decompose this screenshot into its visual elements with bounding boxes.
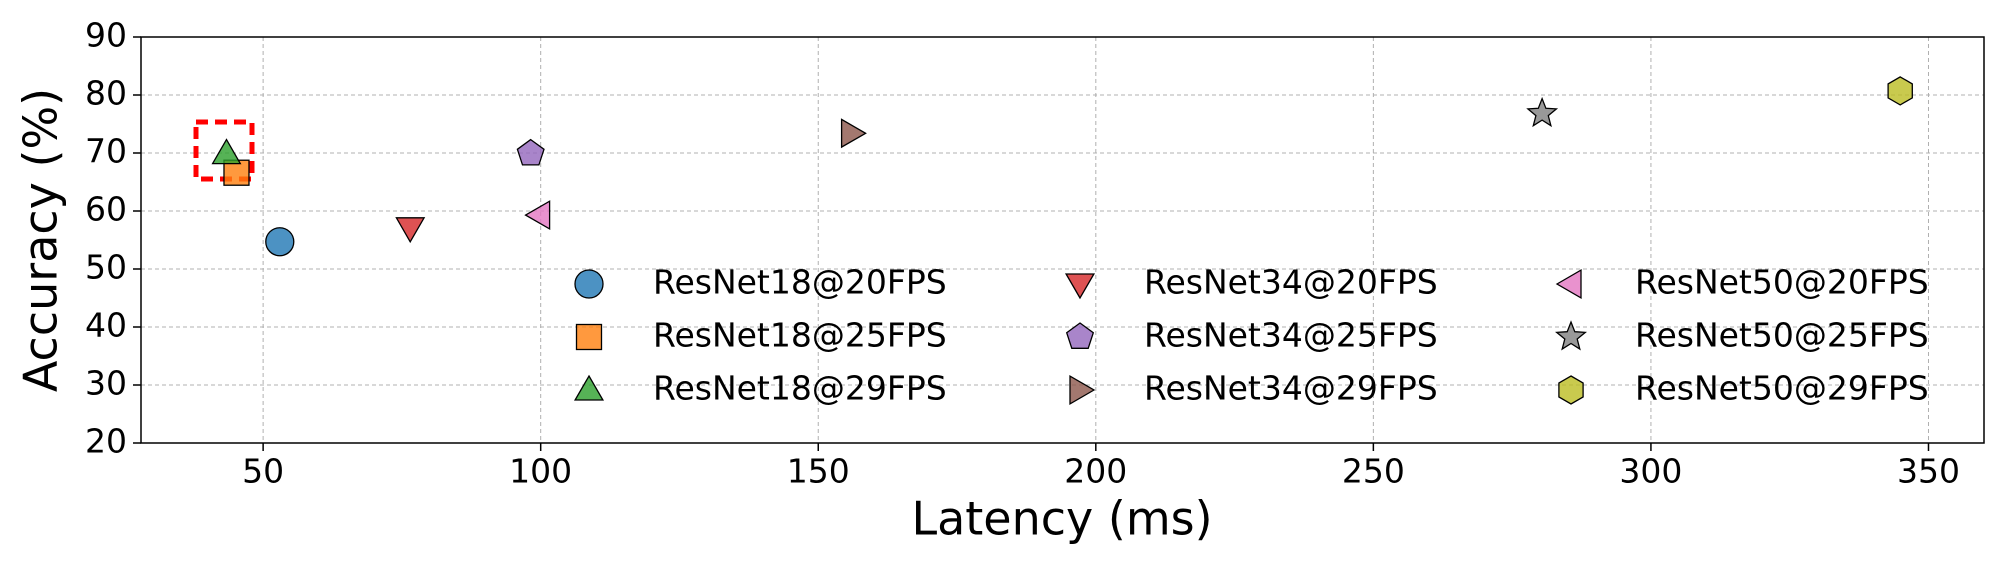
scatter-point	[395, 217, 426, 244]
x-tick-label: 350	[1897, 452, 1960, 491]
y-tick-label: 30	[85, 364, 127, 403]
scatter-point	[1526, 96, 1559, 128]
legend-marker	[1065, 322, 1095, 349]
legend-marker	[573, 374, 605, 401]
legend-marker	[1555, 320, 1587, 351]
legend-marker	[574, 269, 604, 299]
x-tick-label: 200	[1064, 452, 1127, 491]
legend-label: ResNet34@25FPS	[1144, 316, 1438, 355]
legend-label: ResNet50@25FPS	[1635, 316, 1929, 355]
x-tick-label: 300	[1619, 452, 1682, 491]
x-axis-label: Latency (ms)	[911, 492, 1212, 546]
scatter-point	[516, 138, 545, 166]
y-tick-label: 90	[85, 16, 127, 55]
y-tick-label: 20	[85, 422, 127, 461]
legend-marker	[575, 323, 603, 351]
y-tick-label: 40	[85, 306, 127, 345]
legend-label: ResNet34@29FPS	[1144, 369, 1438, 408]
scatter-point	[840, 118, 867, 149]
legend-label: ResNet18@25FPS	[653, 316, 947, 355]
x-tick-label: 250	[1342, 452, 1405, 491]
x-tick-label: 50	[242, 452, 284, 491]
scatter-point	[211, 138, 242, 165]
legend-label: ResNet18@29FPS	[653, 369, 947, 408]
legend-marker	[1558, 375, 1584, 405]
x-tick-label: 150	[787, 452, 850, 491]
legend-label: ResNet50@20FPS	[1635, 263, 1929, 302]
legend-label: ResNet50@29FPS	[1635, 369, 1929, 408]
y-tick-label: 80	[85, 74, 127, 113]
y-tick-label: 70	[85, 132, 127, 171]
y-tick-label: 60	[85, 190, 127, 229]
legend-label: ResNet34@20FPS	[1144, 263, 1438, 302]
scatter-point	[265, 227, 295, 257]
legend-marker	[1555, 268, 1582, 300]
scatter-point	[1887, 76, 1913, 106]
legend-label: ResNet18@20FPS	[653, 263, 947, 302]
legend-marker	[1064, 273, 1096, 300]
plot-frame	[140, 36, 1985, 444]
x-tick-label: 100	[509, 452, 572, 491]
legend-marker	[1069, 374, 1096, 406]
scatter-point	[524, 200, 551, 231]
y-tick-label: 50	[85, 248, 127, 287]
y-axis-label: Accuracy (%)	[14, 88, 68, 392]
